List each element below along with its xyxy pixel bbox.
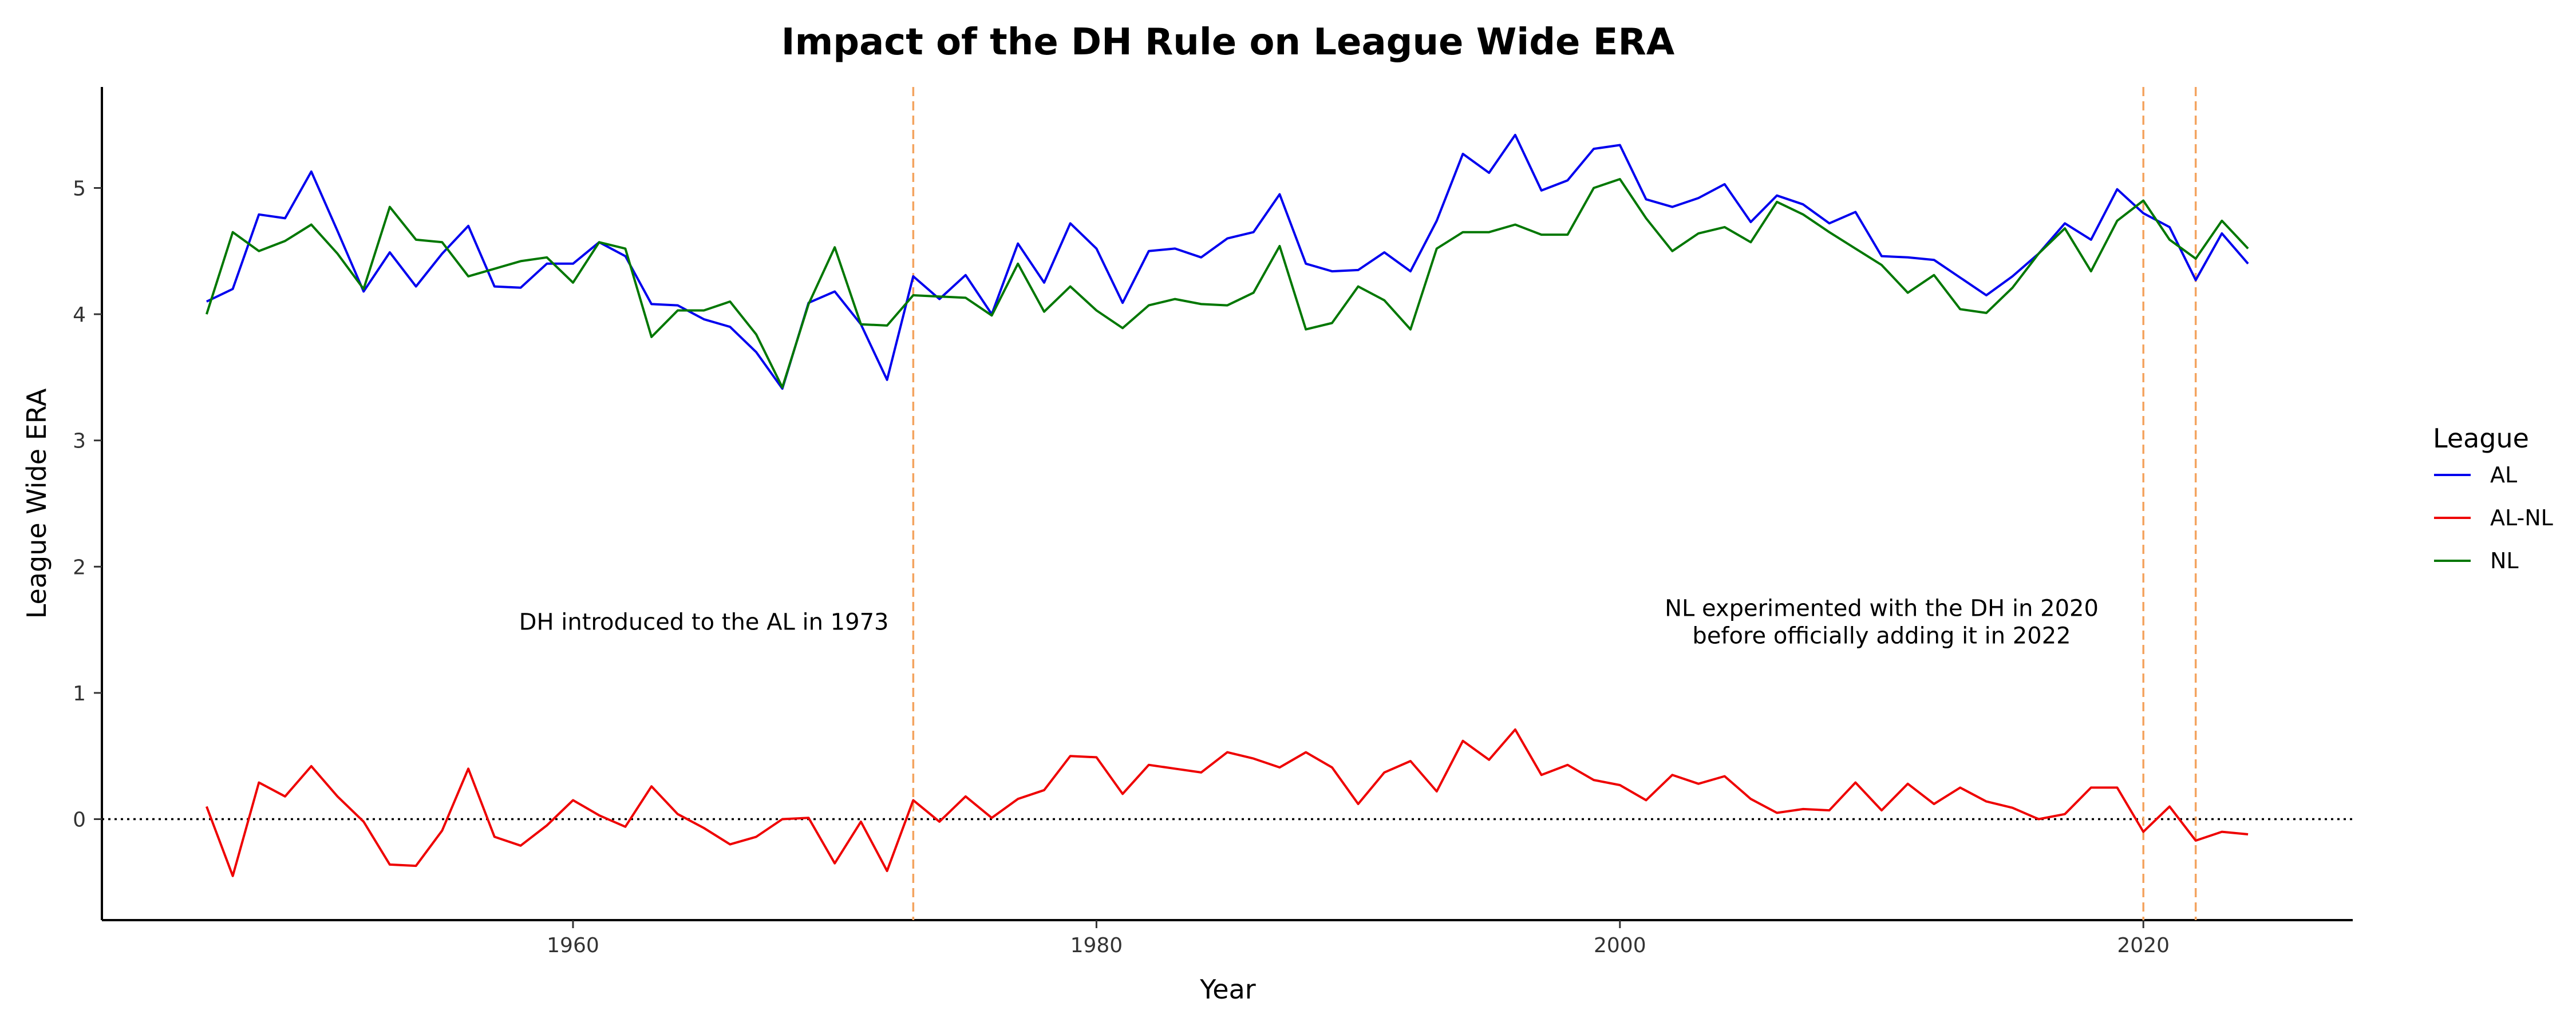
series-line-nl <box>205 178 2249 389</box>
legend-label: NL <box>2490 548 2519 573</box>
series-line-al <box>206 133 2249 390</box>
y-tick-label: 3 <box>73 430 86 453</box>
y-tick-label: 2 <box>73 556 86 579</box>
chart-title: Impact of the DH Rule on League Wide ERA <box>781 21 1675 64</box>
legend: League AL AL-NL NL <box>2433 423 2553 573</box>
x-axis-label: Year <box>1199 974 1255 1005</box>
annotation-line: NL experimented with the DH in 2020 <box>1665 596 2099 622</box>
annotation-1: DH introduced to the AL in 1973 <box>519 609 889 636</box>
annotation-line: DH introduced to the AL in 1973 <box>519 609 889 636</box>
legend-title: League <box>2433 423 2529 454</box>
x-tick-label: 1980 <box>1070 934 1123 957</box>
legend-label: AL-NL <box>2490 505 2553 530</box>
x-tick-label: 1960 <box>547 934 599 957</box>
y-tick-label: 5 <box>73 177 86 200</box>
annotation-line: before officially adding it in 2022 <box>1692 623 2071 649</box>
legend-label: AL <box>2490 462 2517 488</box>
annotation-2: NL experimented with the DH in 2020 befor… <box>1665 596 2099 649</box>
x-tick-label: 2020 <box>2117 934 2170 957</box>
y-axis-label: League Wide ERA <box>21 388 52 619</box>
series-line-al-nl <box>206 728 2249 877</box>
y-tick-label: 1 <box>73 682 86 706</box>
x-tick-label: 2000 <box>1594 934 1646 957</box>
y-tick-label: 4 <box>73 303 86 327</box>
y-tick-label: 0 <box>73 809 86 832</box>
plot-area: 1960 1980 2000 2020 0 1 2 3 4 5 DH introduced to t… <box>73 87 2353 957</box>
